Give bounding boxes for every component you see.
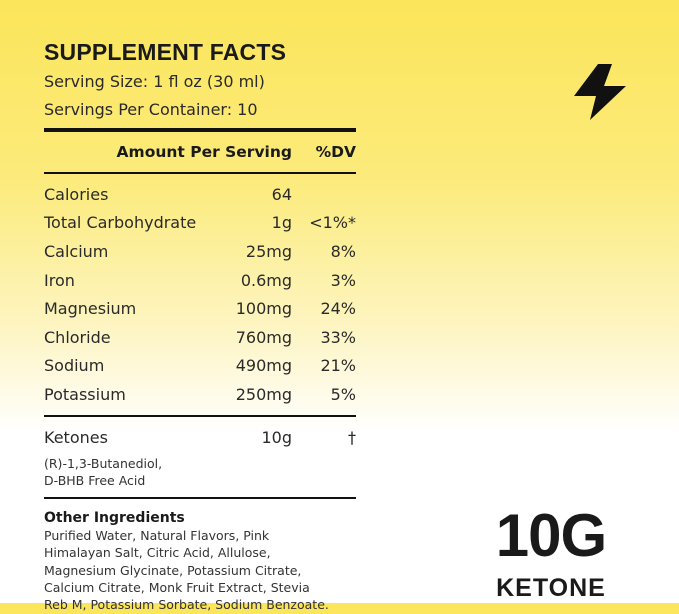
table-row: Calories 64: [44, 180, 356, 209]
divider-header: [44, 172, 356, 174]
nutrient-name: Total Carbohydrate: [44, 213, 197, 233]
ingredients-line: Purified Water, Natural Flavors, Pink: [44, 527, 270, 543]
ketones-dv: †: [348, 428, 356, 448]
nutrient-name: Calories: [44, 184, 109, 204]
nutrient-rows: Calories 64 Total Carbohydrate 1g <1%* C…: [44, 174, 356, 409]
nutrient-dv: 33%: [320, 327, 356, 347]
nutrient-amount: 25mg: [245, 241, 292, 261]
divider-thick: [44, 128, 356, 132]
table-row: Iron 0.6mg 3%: [44, 266, 356, 295]
ketones-amount: 10g: [261, 428, 292, 448]
nutrient-amount: 64: [271, 184, 292, 204]
table-header: Amount Per Serving %DV: [44, 132, 356, 172]
nutrient-name: Potassium: [44, 384, 126, 404]
ingredients-line: Magnesium Glycinate, Potassium Citrate,: [44, 562, 302, 578]
nutrient-name: Magnesium: [44, 299, 137, 319]
ketone-detail-line: (R)-1,3-Butanediol,: [44, 455, 163, 471]
header-dv: %DV: [315, 143, 356, 161]
divider-ketones: [44, 414, 356, 417]
table-row: Chloride 760mg 33%: [44, 323, 356, 352]
nutrient-dv: 8%: [330, 241, 356, 261]
nutrient-name: Chloride: [44, 327, 111, 347]
nutrient-amount: 490mg: [235, 356, 292, 376]
table-row: Potassium 250mg 5%: [44, 380, 356, 409]
nutrient-amount: 760mg: [235, 327, 292, 347]
nutrient-name: Iron: [44, 270, 75, 290]
nutrient-amount: 0.6mg: [240, 270, 292, 290]
divider-other: [44, 496, 356, 499]
ketones-name: Ketones: [44, 428, 108, 448]
ingredients-line: Calcium Citrate, Monk Fruit Extract, Ste…: [44, 579, 310, 595]
servings-per-container: Servings Per Container: 10: [44, 100, 258, 119]
nutrient-dv: 5%: [330, 384, 356, 404]
ketone-detail: (R)-1,3-Butanediol, D-BHB Free Acid: [44, 455, 356, 489]
nutrient-dv: 24%: [320, 299, 356, 319]
nutrient-name: Sodium: [44, 356, 105, 376]
ingredients-line: Himalayan Salt, Citric Acid, Allulose,: [44, 545, 271, 561]
facts-title: SUPPLEMENT FACTS: [44, 39, 287, 65]
lightning-bolt-icon: [574, 64, 626, 120]
nutrient-dv: <1%*: [309, 213, 356, 233]
table-row: Total Carbohydrate 1g <1%*: [44, 209, 356, 238]
other-ingredients-text: Purified Water, Natural Flavors, Pink Hi…: [44, 527, 356, 614]
serving-size: Serving Size: 1 fl oz (30 ml): [44, 72, 265, 91]
ketones-row: Ketones 10g †: [44, 423, 356, 453]
badge-label: KETONE: [496, 574, 606, 602]
nutrient-name: Calcium: [44, 241, 109, 261]
nutrient-amount: 1g: [271, 213, 292, 233]
nutrient-dv: 21%: [320, 356, 356, 376]
ingredients-line: Reb M, Potassium Sorbate, Sodium Benzoat…: [44, 597, 329, 613]
nutrient-amount: 250mg: [235, 384, 292, 404]
other-ingredients-title: Other Ingredients: [44, 509, 185, 526]
badge-amount: 10G: [495, 502, 607, 569]
nutrient-dv: 3%: [330, 270, 356, 290]
nutrient-amount: 100mg: [235, 299, 292, 319]
table-row: Calcium 25mg 8%: [44, 237, 356, 266]
ketone-detail-line: D-BHB Free Acid: [44, 472, 146, 488]
table-row: Magnesium 100mg 24%: [44, 294, 356, 323]
bolt-shape: [574, 64, 626, 120]
table-row: Sodium 490mg 21%: [44, 352, 356, 381]
supplement-facts-panel: SUPPLEMENT FACTS Serving Size: 1 fl oz (…: [44, 38, 356, 614]
header-amount: Amount Per Serving: [116, 143, 292, 161]
